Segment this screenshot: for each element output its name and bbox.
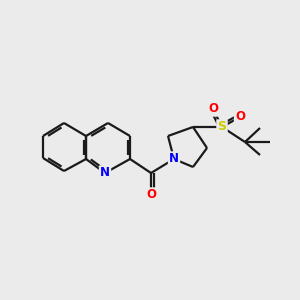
Text: O: O: [208, 103, 218, 116]
Text: N: N: [169, 152, 179, 166]
Text: S: S: [218, 121, 226, 134]
Text: O: O: [146, 188, 156, 202]
Text: N: N: [100, 167, 110, 179]
Text: O: O: [235, 110, 245, 124]
